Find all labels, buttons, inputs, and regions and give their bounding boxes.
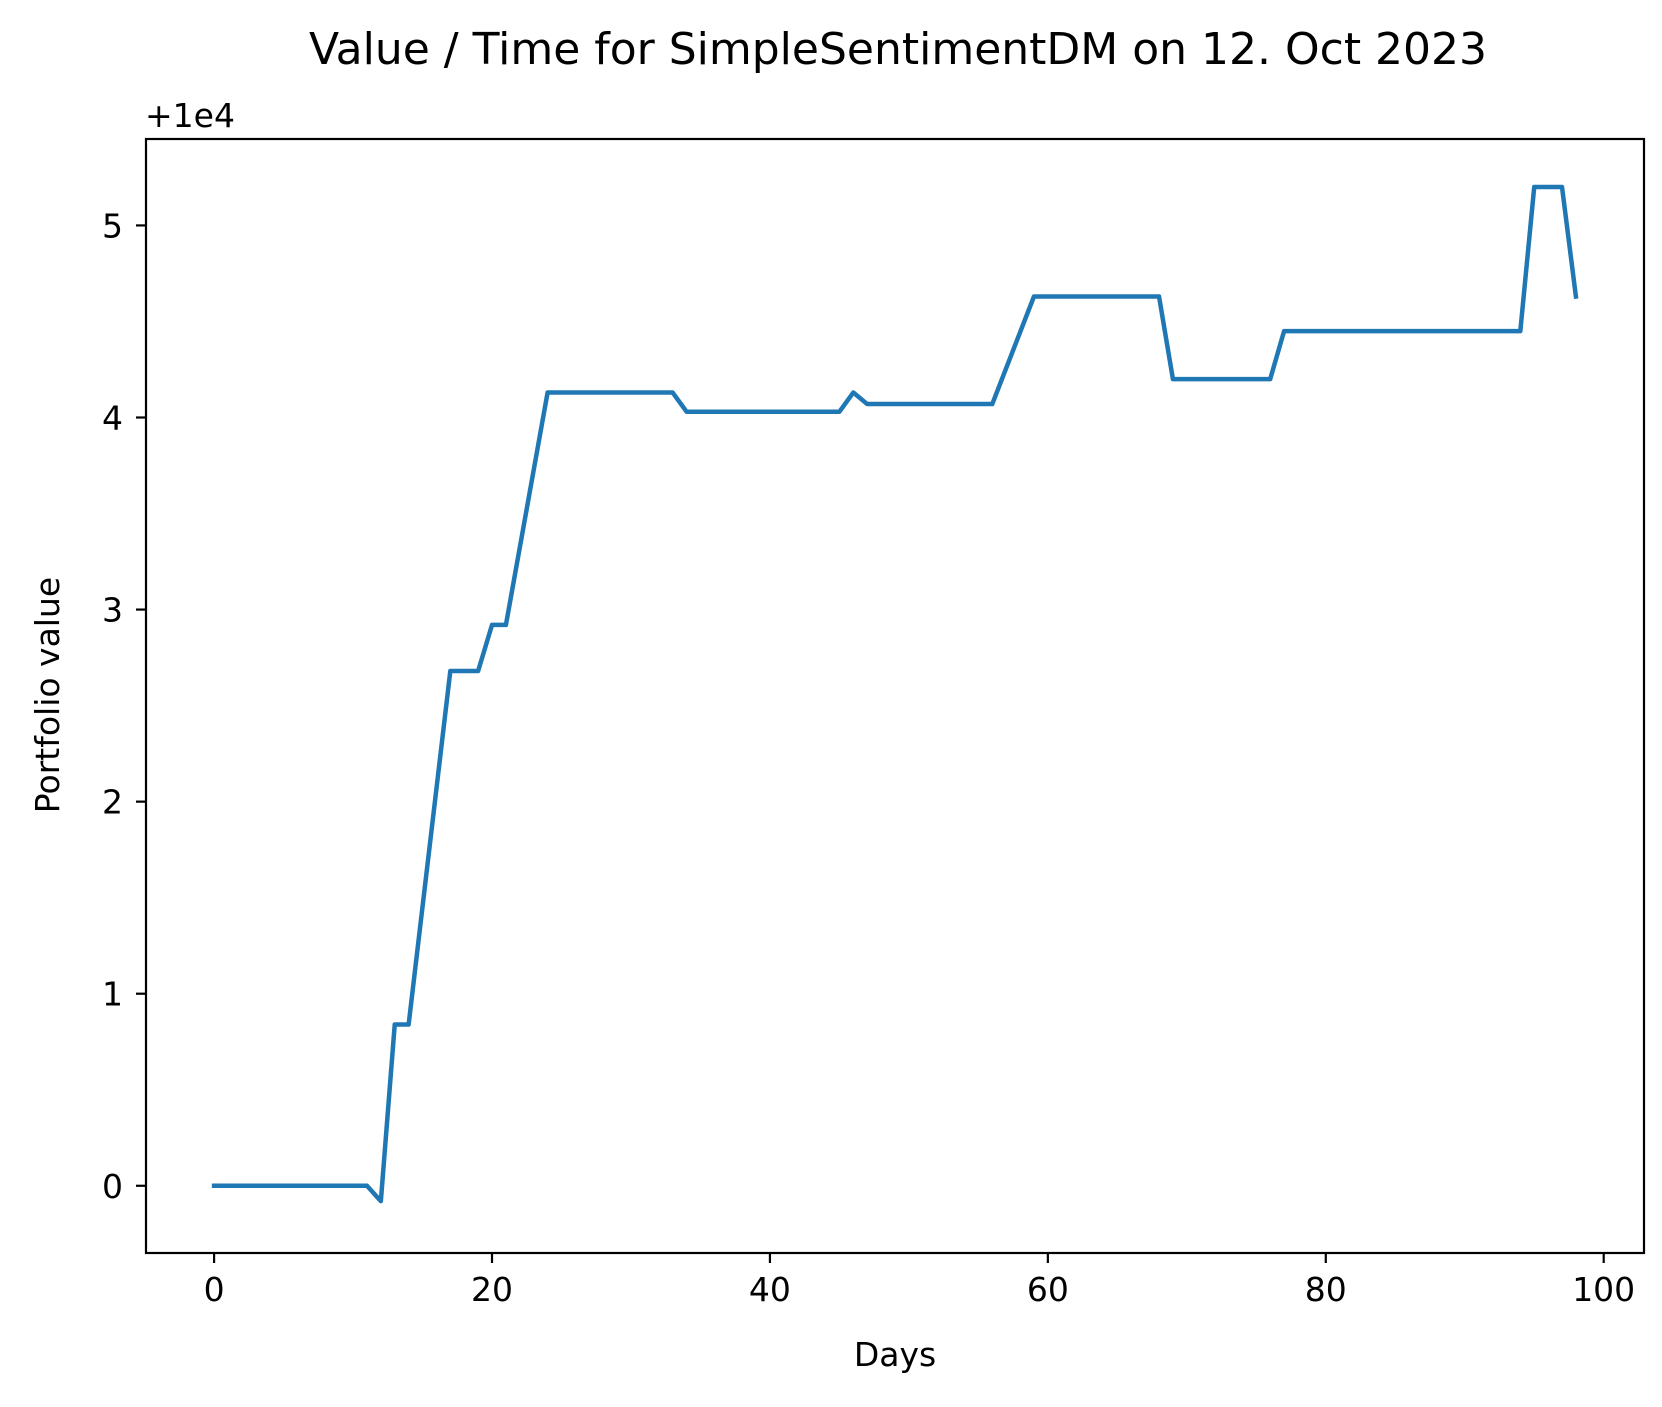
y-tick-label: 4 <box>102 399 123 438</box>
y-tick-2: 2 <box>102 783 146 822</box>
y-tick-5: 5 <box>102 206 146 245</box>
y-tick-4: 4 <box>102 399 146 438</box>
plot-area-frame <box>144 137 1646 1255</box>
y-tick-label: 1 <box>102 975 123 1014</box>
x-axis-ticks: 0 20 40 60 80 100 <box>204 1253 1635 1309</box>
x-tick-40: 40 <box>749 1253 791 1309</box>
y-tick-label: 0 <box>102 1167 123 1206</box>
series-line-0 <box>211 184 1579 1204</box>
x-tick-80: 80 <box>1305 1253 1347 1309</box>
y-tick-label: 5 <box>102 206 123 245</box>
x-tick-label: 100 <box>1572 1270 1635 1309</box>
series-layer <box>211 184 1579 1204</box>
chart-title: Value / Time for SimpleSentimentDM on 12… <box>309 24 1487 75</box>
y-tick-label: 2 <box>102 783 123 822</box>
x-tick-label: 40 <box>749 1270 791 1309</box>
x-tick-label: 20 <box>471 1270 513 1309</box>
y-tick-1: 1 <box>102 975 146 1014</box>
x-tick-label: 60 <box>1027 1270 1069 1309</box>
y-tick-label: 3 <box>102 591 123 630</box>
y-tick-0: 0 <box>102 1167 146 1206</box>
x-tick-0: 0 <box>204 1253 225 1309</box>
x-axis-label: Days <box>854 1335 936 1374</box>
x-tick-60: 60 <box>1027 1253 1069 1309</box>
x-tick-20: 20 <box>471 1253 513 1309</box>
y-tick-3: 3 <box>102 591 146 630</box>
y-axis-offset-label: +1e4 <box>145 96 235 135</box>
y-axis-label: Portfolio value <box>28 577 67 813</box>
y-axis-ticks: 0 1 2 3 4 5 <box>102 206 146 1206</box>
x-tick-100: 100 <box>1572 1253 1635 1309</box>
x-tick-label: 80 <box>1305 1270 1347 1309</box>
x-tick-label: 0 <box>204 1270 225 1309</box>
